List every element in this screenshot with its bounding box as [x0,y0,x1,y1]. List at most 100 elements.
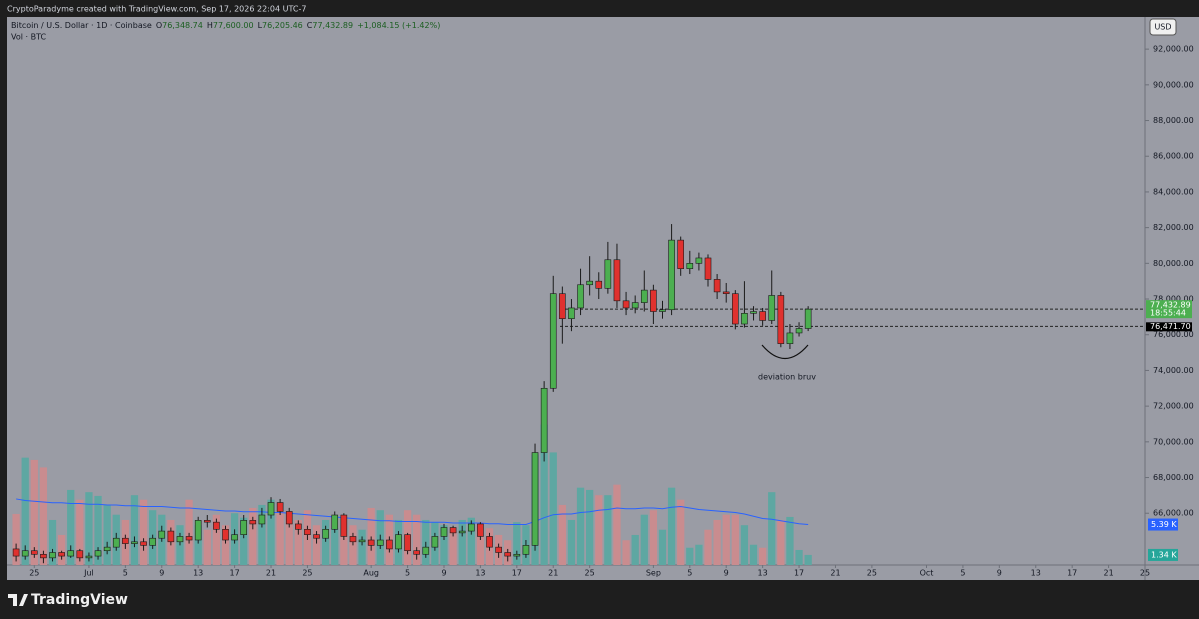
volume-bar [258,504,266,565]
y-tick-label: 70,000.00 [1153,437,1194,446]
header-text: CryptoParadyme created with TradingView.… [7,5,306,14]
volume-bar [658,529,667,565]
x-tick-label: 17 [1067,569,1077,578]
volume-ma-label: 5.39 K [1151,520,1177,529]
header: CryptoParadyme created with TradingView.… [7,5,306,14]
candle-body [722,291,730,294]
volume-bar [139,499,148,565]
candle-body [31,550,38,555]
volume-bar [221,525,230,565]
candle-body [559,293,566,319]
y-tick-label: 78,000.00 [1153,295,1194,304]
ohlc-value: 77,600.00 [213,21,254,30]
x-tick-label: 25 [302,569,312,578]
candle-body [340,514,348,537]
x-tick-label: 9 [159,569,164,578]
x-tick-label: 25 [29,569,39,578]
candle-body [49,552,56,559]
price-label-box [1146,300,1192,319]
candle-body [713,279,721,293]
volume-bar [704,529,712,565]
volume-bar [413,514,421,565]
candle-body [313,534,320,539]
candle-body [349,536,357,543]
price-label: 76,471.70 [1150,322,1191,331]
currency-box[interactable] [1149,18,1177,36]
x-tick-label: 21 [266,569,276,578]
candle-body [531,452,539,546]
volume-bar [340,534,348,565]
candle-body [704,257,712,280]
candle-body [40,553,47,559]
y-tick-label: 88,000.00 [1153,116,1194,125]
candle-body [650,289,657,312]
volume-bar [549,452,557,565]
legend: Bitcoin / U.S. Dollar · 1D · Coinbase O76… [11,21,440,30]
volume-bar [677,499,685,565]
candle-body [431,536,439,548]
candle-body [640,289,648,303]
x-tick-label: 17 [230,569,240,578]
candle-body [194,520,202,541]
currency[interactable]: USD [1154,23,1171,32]
volume-bar [321,519,330,565]
volume-bar [777,519,785,565]
candle-body [103,546,111,552]
volume-ma-label-box [1148,518,1178,531]
candle-body [750,311,757,314]
candle-body [295,523,302,530]
candle-body [504,552,512,557]
volume-bar [768,492,776,565]
y-tick-label: 76,000.00 [1153,330,1194,339]
candle-body [622,300,630,309]
volume-bar [39,467,48,565]
candle-body [131,541,138,544]
volume-bar [203,529,211,565]
volume-bar [640,514,648,565]
volume-bar [130,495,139,565]
candle-body [568,307,575,319]
x-tick-label: 13 [758,569,768,578]
volume-label-box [1148,548,1178,561]
candle-body [231,534,238,541]
x-tick-label: 21 [1103,569,1113,578]
volume-bar [604,495,612,565]
volume-bar [540,424,548,565]
volume-bar [713,519,721,565]
candle-body [358,539,366,543]
x-tick-label: 5 [123,569,128,578]
y-tick-label: 92,000.00 [1153,45,1194,54]
volume-bar [686,547,694,565]
candle-body [522,545,530,555]
change: +1,084.15 (+1.42%) [357,21,440,30]
x-tick-label: Oct [920,569,934,578]
volume-bar [595,495,603,565]
x-tick-label: 17 [512,569,522,578]
candle-body [76,550,84,559]
vol-legend: Vol · BTC [11,33,47,42]
candle-body [185,536,193,541]
candle-body [440,527,448,537]
volume-bar [12,513,20,565]
candle-body [249,520,257,525]
x-tick-label: Aug [363,569,379,578]
candle-body [122,537,129,544]
y-tick-label: 80,000.00 [1153,259,1194,268]
y-tick-label: 86,000.00 [1153,152,1194,161]
candle-body [304,528,311,535]
price-label: 77,432.89 [1150,301,1191,310]
candle-body [513,553,521,557]
volume-bar [558,504,566,565]
candle-body [795,328,803,334]
volume-bar [294,519,302,565]
volume-bar [567,519,576,565]
volume-bar [249,507,257,565]
volume-bar [67,489,75,565]
volume-bar [194,525,202,565]
volume-bar [740,525,749,565]
volume-bar [240,517,248,565]
volume-bar [94,495,102,565]
volume-bar [795,549,803,565]
volume-bar [622,540,630,565]
candle-body [786,332,794,344]
